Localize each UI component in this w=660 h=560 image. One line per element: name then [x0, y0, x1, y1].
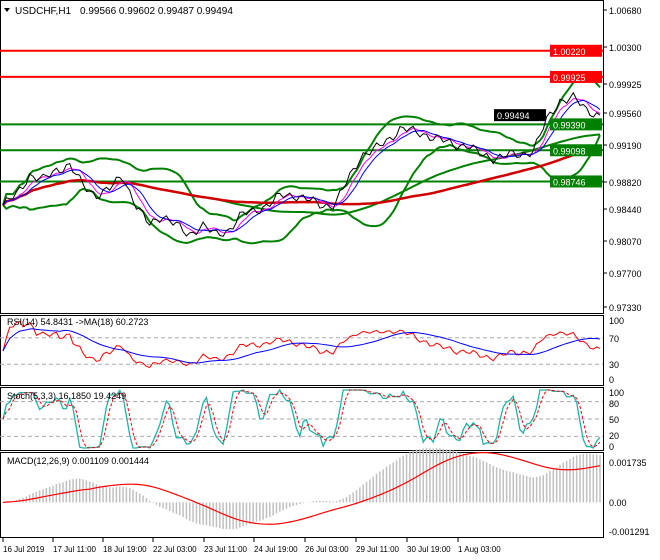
level-tag-label: 0.99390 [553, 120, 586, 130]
y-tick-label: 1.00680 [609, 6, 642, 16]
x-tick-label: 26 Jul 03:00 [305, 545, 349, 554]
bollinger-lower [2, 134, 601, 245]
macd-panel[interactable] [0, 452, 604, 538]
stoch-tick-label: 80 [609, 399, 619, 409]
macd-tick-label: -0.001291 [609, 527, 650, 537]
macd-tick-label: 0.00 [609, 498, 627, 508]
macd-signal-line [2, 452, 601, 525]
level-tag [550, 175, 602, 188]
rsi-tick-label: 30 [609, 360, 619, 370]
macd-title: MACD(12,26,9) 0.001109 0.001444 [7, 456, 149, 466]
rsi-ma-line [2, 328, 601, 364]
stoch-tick-label: 100 [609, 388, 624, 398]
level-tag-label: 1.00220 [553, 47, 586, 57]
stoch-signal-line [2, 389, 601, 449]
x-tick-label: 1 Aug 03:00 [458, 545, 501, 554]
rsi-tick-label: 0 [609, 375, 614, 385]
symbol-label: USDCHF,H1 [15, 6, 72, 17]
stoch-main-line [2, 388, 601, 449]
y-tick-label: 0.98070 [609, 237, 642, 247]
rsi-tick-label: 70 [609, 334, 619, 344]
level-tag [550, 70, 602, 83]
y-tick-label: 0.99560 [609, 109, 642, 119]
ma-red [2, 146, 601, 206]
y-tick-label: 0.97700 [609, 269, 642, 279]
x-tick-label: 18 Jul 19:00 [103, 545, 147, 554]
y-tick-label: 0.99925 [609, 80, 642, 90]
bollinger-upper [2, 75, 601, 222]
ma-fast [2, 98, 601, 234]
collapse-triangle-icon[interactable] [4, 8, 10, 12]
stoch-tick-label: 20 [609, 431, 619, 441]
ohlc-values: 0.99566 0.99602 0.99487 0.99494 [80, 6, 233, 17]
level-tag-label: 0.98746 [553, 177, 586, 187]
stoch-title: Stoch(5,3,3) 16.1850 19.4249 [7, 391, 126, 401]
x-tick-label: 24 Jul 19:00 [254, 545, 298, 554]
x-tick-label: 17 Jul 11:00 [53, 545, 97, 554]
level-tag [550, 118, 602, 131]
y-tick-label: 0.99190 [609, 141, 642, 151]
main-panel[interactable] [0, 0, 604, 314]
stoch-tick-label: 0 [609, 442, 614, 452]
level-tag [550, 44, 602, 57]
stoch-tick-label: 50 [609, 415, 619, 425]
rsi-line [2, 320, 601, 368]
rsi-title: RSI(14) 54.8431 ->MA(18) 60.2723 [7, 317, 148, 327]
rsi-panel[interactable] [0, 315, 604, 386]
rsi-tick-label: 100 [609, 316, 624, 326]
y-tick-label: 0.98820 [609, 178, 642, 188]
level-tag [550, 144, 602, 157]
current-price-tag [494, 109, 546, 122]
x-tick-label: 30 Jul 19:00 [407, 545, 451, 554]
level-tag-label: 0.99098 [553, 146, 586, 156]
macd-tick-label: 0.001735 [609, 458, 647, 468]
current-price-label: 0.99494 [497, 111, 530, 121]
y-tick-label: 0.98440 [609, 205, 642, 215]
y-tick-label: 0.97330 [609, 303, 642, 313]
x-tick-label: 29 Jul 11:00 [356, 545, 400, 554]
y-tick-label: 1.00300 [609, 43, 642, 53]
x-tick-label: 16 Jul 2019 [3, 545, 45, 554]
level-tag-label: 0.99925 [553, 73, 586, 83]
price-line [2, 91, 601, 237]
x-tick-label: 23 Jul 11:00 [204, 545, 248, 554]
x-tick-label: 22 Jul 03:00 [153, 545, 197, 554]
